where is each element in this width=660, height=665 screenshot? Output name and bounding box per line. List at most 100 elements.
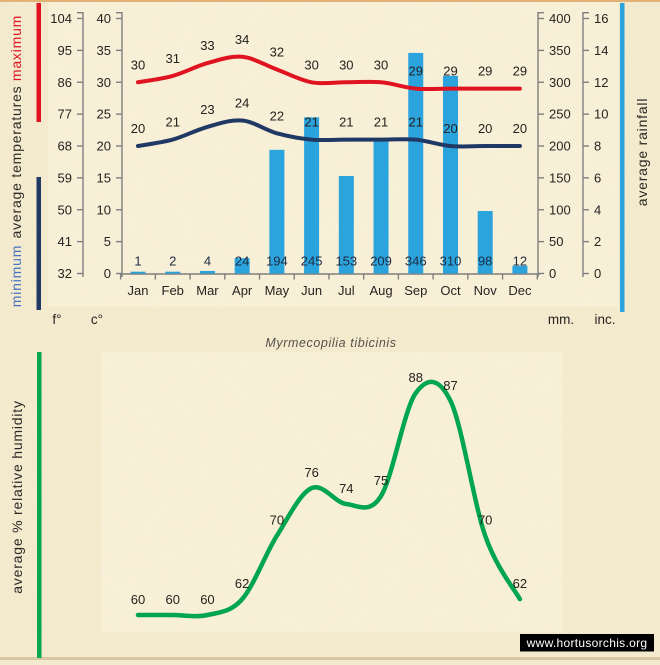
rainfall-label: 4: [204, 254, 211, 269]
rainfall-label: 153: [335, 254, 357, 269]
min-temp-label: 23: [200, 102, 214, 117]
celsius-axis-tick-label: 35: [97, 43, 111, 58]
rainfall-label: 98: [478, 254, 492, 269]
min-temp-label: 20: [443, 121, 457, 136]
watermark-background: [520, 634, 654, 652]
mm-axis-tick-label: 300: [549, 75, 571, 90]
celsius-axis-tick-label: 10: [97, 202, 111, 217]
fahrenheit-axis-tick-label: 68: [58, 139, 72, 154]
mm-axis-tick-label: 100: [549, 202, 571, 217]
inch-axis-tick-label: 8: [594, 139, 601, 154]
mm-axis-tick-label: 50: [549, 234, 563, 249]
inch-axis-tick-label: 4: [594, 202, 601, 217]
mm-axis-tick-label: 350: [549, 43, 571, 58]
max-temp-label: 33: [200, 38, 214, 53]
celsius-axis-tick-label: 5: [104, 234, 111, 249]
fahrenheit-unit-label: f°: [52, 312, 61, 327]
rainfall-label: 245: [301, 254, 323, 269]
min-temp-label: 20: [131, 121, 145, 136]
rain-bar: [442, 75, 458, 274]
rainfall-label: 24: [235, 254, 249, 269]
rain-bar: [408, 52, 424, 274]
celsius-axis-tick-label: 30: [97, 75, 111, 90]
inch-axis-tick-label: 2: [594, 234, 601, 249]
fahrenheit-axis-tick-label: 95: [58, 43, 72, 58]
bottom-edge-strip: [0, 657, 660, 660]
rainfall-label: 12: [513, 254, 527, 269]
fahrenheit-axis-tick-label: 59: [58, 170, 72, 185]
humidity-side-label: average % relative humidity: [9, 400, 25, 594]
humidity-label: 87: [443, 378, 457, 393]
month-label: Sep: [404, 283, 427, 298]
rainfall-bars: [130, 52, 528, 274]
rain-bar: [477, 211, 493, 274]
rainfall-label: 1: [134, 254, 141, 269]
month-label: Mar: [196, 283, 219, 298]
max-temp-label: 30: [339, 57, 353, 72]
watermark: www.hortusorchis.org: [520, 634, 654, 652]
max-temp-label: 31: [165, 51, 179, 66]
max-temp-label: 32: [270, 45, 284, 60]
fahrenheit-axis-tick-label: 86: [58, 75, 72, 90]
mm-axis-tick-label: 0: [549, 266, 556, 281]
month-label: Jan: [128, 283, 149, 298]
humidity-label: 70: [270, 513, 284, 528]
min-temp-label: 21: [165, 115, 179, 130]
celsius-axis-tick-label: 25: [97, 107, 111, 122]
rain-bar: [304, 117, 320, 274]
average-rainfall-side-label: average rainfall: [634, 98, 650, 207]
month-label: Feb: [162, 283, 184, 298]
min-temp-label: 22: [270, 108, 284, 123]
min-temp-label: 24: [235, 96, 249, 111]
rainfall-label: 310: [440, 254, 462, 269]
max-temp-label: 29: [478, 64, 492, 79]
inch-axis-tick-label: 10: [594, 107, 608, 122]
celsius-axis: 40 35 30 25 20 15 10 5 0: [97, 11, 123, 281]
maximum-legend-bar: [36, 3, 41, 122]
month-label: Dec: [508, 283, 532, 298]
month-label: Aug: [369, 283, 392, 298]
rainfall-label: 194: [266, 254, 288, 269]
temperature-rainfall-chart: 1049586776859504132403530252015105040035…: [50, 11, 608, 298]
inch-axis: 16 14 12 10 8 6 4 2 0: [582, 11, 608, 281]
humidity-legend-bar: [37, 352, 42, 658]
month-axis: Jan Feb Mar Apr May Jun Jul Aug Sep Oct Nov Dec: [119, 273, 540, 298]
month-label: Nov: [474, 283, 498, 298]
humidity-label: 60: [165, 592, 179, 607]
inch-axis-tick-label: 12: [594, 75, 608, 90]
max-temperature-line: [136, 54, 522, 92]
average-temperatures-side-label: average temperatures: [8, 86, 24, 239]
rainfall-label: 2: [169, 254, 176, 269]
rain-bar: [234, 258, 250, 274]
max-temp-label: 30: [131, 57, 145, 72]
max-temp-label: 29: [443, 64, 457, 79]
humidity-data-labels: 60 60 60 62 70 76 74 75 88 87 70 62: [131, 370, 527, 607]
month-label: Oct: [440, 283, 461, 298]
humidity-label: 60: [200, 592, 214, 607]
celsius-axis-tick-label: 0: [104, 266, 111, 281]
inch-axis-tick-label: 6: [594, 170, 601, 185]
min-temp-label: 21: [304, 115, 318, 130]
celsius-unit-label: c°: [91, 312, 103, 327]
minimum-legend-bar: [36, 177, 41, 310]
fahrenheit-axis-tick-label: 50: [58, 202, 72, 217]
mm-axis-tick-label: 250: [549, 107, 571, 122]
mm-axis-tick-label: 400: [549, 11, 571, 26]
humidity-label: 62: [235, 576, 249, 591]
max-temp-label: 29: [409, 64, 423, 79]
inch-axis-tick-label: 16: [594, 11, 608, 26]
minimum-side-label: minimum: [8, 245, 24, 307]
fahrenheit-axis-tick-label: 77: [58, 107, 72, 122]
inches-unit-label: inc.: [594, 312, 615, 327]
humidity-label: 88: [409, 370, 423, 385]
mm-axis-tick-label: 200: [549, 139, 571, 154]
humidity-label: 75: [374, 473, 388, 488]
celsius-axis-tick-label: 20: [97, 139, 111, 154]
min-temperature-line: [136, 118, 522, 149]
min-temp-label: 21: [409, 115, 423, 130]
rain-bar: [269, 149, 285, 274]
fahrenheit-axis-tick-label: 104: [50, 11, 72, 26]
